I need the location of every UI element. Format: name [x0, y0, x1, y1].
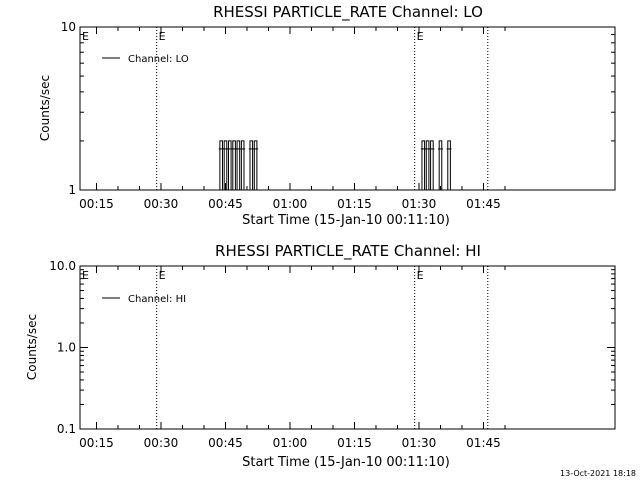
- x-tick-label: 01:00: [273, 197, 308, 211]
- y-tick-label: 10: [61, 20, 76, 34]
- x-tick-label: 00:45: [208, 197, 243, 211]
- chart-title-hi: RHESSI PARTICLE_RATE Channel: HI: [215, 242, 481, 261]
- series-lo: [218, 140, 452, 190]
- event-marker-label: E: [417, 269, 424, 282]
- legend-label-lo: Channel: LO: [128, 54, 189, 65]
- series-spike: [227, 140, 232, 190]
- series-spike: [447, 140, 451, 190]
- series-spike: [425, 140, 430, 190]
- x-tick-label: 00:15: [79, 197, 114, 211]
- series-spike: [236, 140, 241, 190]
- y-tick-label: 10.0: [49, 259, 76, 273]
- x-tick-label: 00:30: [144, 197, 179, 211]
- x-tick-label: 01:00: [273, 436, 308, 450]
- event-markers-lo: E EE: [82, 27, 489, 190]
- x-tick-label: 01:15: [337, 436, 372, 450]
- y-axis-label-lo: Counts/sec: [38, 75, 52, 141]
- chart-title-lo: RHESSI PARTICLE_RATE Channel: LO: [213, 3, 483, 22]
- y-axis-ticks-lo: 1 10: [61, 20, 615, 197]
- y-axis-ticks-hi: 0.1 1.0 10.0: [49, 259, 615, 436]
- event-marker-label: E: [159, 269, 166, 282]
- event-marker-label: E: [417, 30, 424, 43]
- x-tick-label: 00:45: [208, 436, 243, 450]
- y-axis-label-hi: Counts/sec: [25, 314, 39, 380]
- plot-frame-hi: [79, 265, 616, 430]
- y-tick-label: 1: [68, 183, 76, 197]
- x-axis-label-lo: Start Time (15-Jan-10 00:11:10): [242, 213, 450, 228]
- series-spike: [253, 140, 258, 190]
- chart-panel-hi: RHESSI PARTICLE_RATE Channel: HI E E E 00:…: [25, 242, 616, 470]
- x-tick-label: 01:45: [466, 197, 501, 211]
- y-tick-label: 1.0: [57, 341, 76, 355]
- series-spike: [223, 140, 228, 190]
- series-spike: [421, 140, 426, 190]
- x-tick-label: 01:30: [402, 197, 437, 211]
- legend-label-hi: Channel: HI: [128, 294, 186, 305]
- series-spike: [219, 140, 223, 190]
- chart-panel-lo: RHESSI PARTICLE_RATE Channel: LO E E E 00:…: [38, 3, 616, 228]
- y-tick-label: 0.1: [57, 422, 76, 436]
- x-tick-label: 00:30: [144, 436, 179, 450]
- series-spike: [438, 140, 443, 190]
- x-tick-label: 01:45: [466, 436, 501, 450]
- series-spike: [232, 140, 236, 190]
- generated-timestamp: 13-Oct-2021 18:18: [560, 469, 636, 478]
- event-marker-label: E: [82, 269, 89, 282]
- event-marker-label: E: [82, 30, 89, 43]
- x-axis-label-hi: Start Time (15-Jan-10 00:11:10): [242, 455, 450, 470]
- x-tick-label: 01:30: [402, 436, 437, 450]
- x-axis-ticks-hi: 00:15 00:30 00:45 01:00 01:15 01:30 01:45: [79, 266, 506, 450]
- series-spike: [249, 140, 254, 190]
- plot-frame-lo: [79, 26, 616, 191]
- event-marker-label: E: [159, 30, 166, 43]
- event-markers-hi: E EE: [82, 266, 489, 429]
- series-spike: [240, 140, 245, 190]
- x-tick-label: 00:15: [79, 436, 114, 450]
- x-tick-label: 01:15: [337, 197, 372, 211]
- x-axis-ticks-lo: 00:15 00:30 00:45 01:00 01:15 01:30 01:45: [79, 27, 506, 211]
- series-spike: [430, 140, 434, 190]
